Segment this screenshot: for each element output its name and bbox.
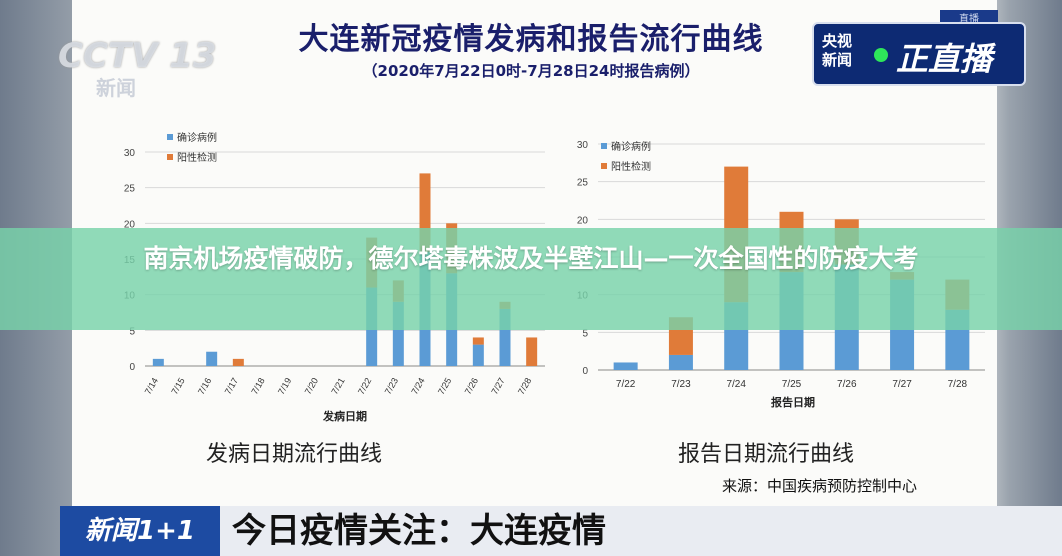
x-tick-label: 7/27 [892, 379, 912, 390]
chart-subtitle: （2020年7月22日0时-7月28日24时报告病例） [362, 62, 700, 80]
lower-third-text: 今日疫情关注：大连疫情 [232, 511, 606, 551]
bar-confirmed [472, 344, 484, 366]
x-tick-label: 7/23 [671, 379, 691, 390]
lower-third [60, 506, 1062, 556]
bar-confirmed [206, 351, 218, 366]
live-badge-label: 正直播 [896, 40, 993, 78]
left-chart-caption: 发病日期流行曲线 [206, 442, 383, 467]
legend-label: 确诊病例 [177, 131, 217, 144]
x-tick-label: 7/23 [383, 376, 400, 396]
x-tick-label: 7/16 [196, 376, 213, 396]
live-badge: 央视新闻 正直播 [812, 22, 1026, 86]
legend-swatch [167, 154, 173, 160]
x-axis-label: 发病日期 [322, 409, 367, 423]
headline-text: 南京机场疫情破防，德尔塔毒株波及半壁江山—一次全国性的防疫大考 [143, 244, 919, 273]
x-tick-label: 7/22 [356, 376, 373, 396]
bar-confirmed [668, 354, 693, 370]
x-tick-label: 7/15 [169, 376, 186, 396]
cctv-logo-sub: 新闻 [96, 76, 136, 100]
bar-positive [232, 358, 244, 366]
chart-title: 大连新冠疫情发病和报告流行曲线 [298, 22, 764, 57]
bar-confirmed [613, 362, 638, 370]
live-tag: 直播 [940, 10, 998, 25]
x-axis-label: 报告日期 [771, 395, 815, 409]
x-tick-label: 7/25 [436, 376, 453, 396]
x-tick-label: 7/14 [143, 376, 160, 396]
bar-confirmed [392, 301, 404, 366]
legend-swatch [601, 143, 607, 149]
x-tick-label: 7/27 [489, 376, 506, 396]
y-tick-label: 0 [129, 362, 135, 373]
legend-swatch [167, 134, 173, 140]
x-tick-label: 7/21 [329, 376, 346, 396]
bar-confirmed [152, 358, 164, 366]
y-tick-label: 20 [577, 215, 589, 226]
bar-confirmed [499, 308, 511, 366]
x-tick-label: 7/26 [837, 379, 857, 390]
y-tick-label: 20 [124, 219, 136, 230]
y-tick-label: 0 [582, 366, 588, 377]
legend-label: 阳性检测 [611, 160, 651, 173]
y-tick-label: 5 [129, 326, 135, 337]
x-tick-label: 7/28 [948, 379, 968, 390]
live-badge-channel: 央视新闻 [822, 32, 853, 69]
x-tick-label: 7/17 [223, 376, 240, 396]
x-tick-label: 7/19 [276, 376, 293, 396]
y-tick-label: 30 [124, 148, 136, 159]
x-tick-label: 7/25 [782, 379, 802, 390]
y-tick-label: 5 [582, 328, 588, 339]
legend-swatch [601, 163, 607, 169]
bar-positive [472, 337, 484, 345]
bar-positive [526, 337, 538, 366]
x-tick-label: 7/18 [249, 376, 266, 396]
headline-banner: 南京机场疫情破防，德尔塔毒株波及半壁江山—一次全国性的防疫大考 [0, 228, 1062, 330]
live-dot-icon [874, 48, 888, 62]
legend-label: 确诊病例 [611, 140, 651, 153]
program-logo: 新闻1+1 [60, 506, 220, 556]
y-tick-label: 25 [577, 178, 589, 189]
right-chart-caption: 报告日期流行曲线 [678, 442, 855, 467]
x-tick-label: 7/22 [616, 379, 636, 390]
source-label: 来源：中国疾病预防控制中心 [722, 477, 918, 495]
y-tick-label: 30 [577, 140, 589, 151]
x-tick-label: 7/20 [303, 376, 320, 396]
x-tick-label: 7/28 [516, 376, 533, 396]
legend-label: 阳性检测 [177, 151, 217, 164]
x-tick-label: 7/24 [409, 376, 426, 396]
y-tick-label: 25 [124, 184, 136, 195]
bar-positive [419, 173, 431, 252]
x-tick-label: 7/26 [463, 376, 480, 396]
x-tick-label: 7/24 [726, 379, 746, 390]
cctv-logo: CCTV 13 [58, 36, 217, 76]
